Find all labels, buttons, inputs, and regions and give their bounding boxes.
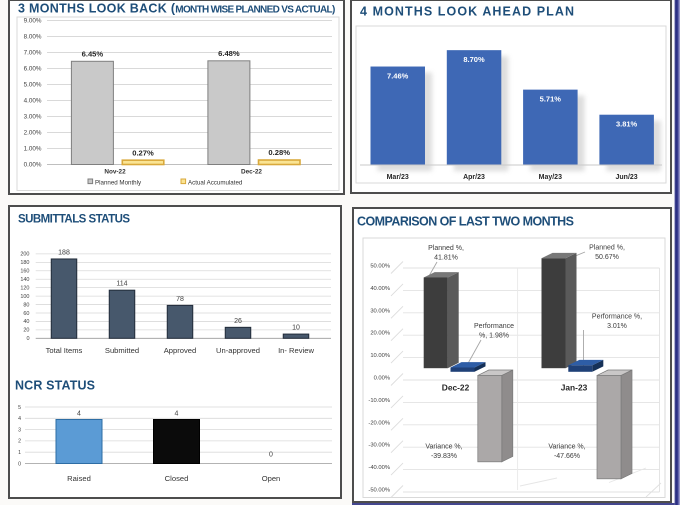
svg-text:NCR STATUS: NCR STATUS [15,379,95,393]
svg-text:188: 188 [58,249,70,256]
svg-text:Un-approved: Un-approved [216,346,260,355]
svg-text:Open: Open [262,474,281,483]
svg-text:Apr/23: Apr/23 [463,174,485,181]
svg-text:Jan-23: Jan-23 [561,383,588,393]
svg-text:160: 160 [20,269,29,275]
svg-text:3 MONTHS LOOK BACK (MONTH WISE: 3 MONTHS LOOK BACK (MONTH WISE PLANNED V… [18,2,335,16]
svg-text:Total Items: Total Items [46,346,83,355]
svg-text:50.00%: 50.00% [370,264,390,270]
svg-text:2: 2 [18,439,21,445]
svg-text:0: 0 [26,336,29,342]
svg-text:180: 180 [20,260,29,266]
svg-text:0.00%: 0.00% [24,162,42,169]
svg-text:Dec-22: Dec-22 [442,383,470,393]
svg-text:Closed: Closed [165,474,189,483]
svg-text:0: 0 [269,452,273,459]
svg-text:0.27%: 0.27% [132,148,154,157]
svg-text:3.00%: 3.00% [24,114,42,121]
svg-text:Performance: Performance [474,323,514,330]
svg-text:120: 120 [20,285,29,291]
svg-text:78: 78 [176,296,184,303]
svg-text:Mar/23: Mar/23 [387,174,409,181]
svg-text:60: 60 [23,311,29,317]
svg-text:-50.00%: -50.00% [368,488,390,494]
svg-text:7.00%: 7.00% [24,50,42,57]
svg-text:0.28%: 0.28% [268,148,290,157]
svg-text:8.70%: 8.70% [463,55,485,64]
svg-text:6.48%: 6.48% [218,49,240,58]
svg-text:-10.00%: -10.00% [368,398,390,404]
svg-text:0: 0 [18,461,21,467]
svg-text:Planned %,: Planned %, [589,245,625,252]
svg-text:-20.00%: -20.00% [368,420,390,426]
svg-text:140: 140 [20,277,29,283]
svg-text:Submitted: Submitted [105,346,139,355]
svg-text:40.00%: 40.00% [370,286,390,292]
svg-text:8.00%: 8.00% [24,34,42,41]
svg-text:7.46%: 7.46% [387,71,409,80]
svg-text:10: 10 [292,325,300,332]
svg-text:114: 114 [116,281,127,288]
svg-text:3.81%: 3.81% [616,120,638,129]
svg-text:5.00%: 5.00% [24,82,42,89]
svg-text:SUBMITTALS STATUS: SUBMITTALS STATUS [18,214,130,226]
svg-text:Performance %,: Performance %, [592,314,642,321]
svg-text:4.00%: 4.00% [24,98,42,105]
svg-text:-30.00%: -30.00% [368,443,390,449]
svg-text:%, 1.98%: %, 1.98% [479,333,509,340]
svg-text:Planned Monthly: Planned Monthly [95,179,142,186]
svg-text:Nov-22: Nov-22 [104,169,126,176]
svg-text:5: 5 [18,405,21,411]
svg-text:26: 26 [234,318,242,325]
svg-text:6.45%: 6.45% [82,50,104,59]
svg-text:2.00%: 2.00% [24,130,42,137]
svg-text:4: 4 [18,416,21,422]
svg-text:100: 100 [20,294,29,300]
svg-text:Raised: Raised [67,474,91,483]
svg-text:Jun/23: Jun/23 [616,174,638,181]
svg-text:0.00%: 0.00% [374,376,390,382]
svg-text:4: 4 [175,411,179,418]
svg-text:Variance %,: Variance %, [548,444,585,451]
svg-text:20: 20 [23,328,29,334]
svg-text:Approved: Approved [164,346,197,355]
svg-text:COMPARISON OF LAST TWO MONTHS: COMPARISON OF LAST TWO MONTHS [357,215,574,229]
svg-text:Planned %,: Planned %, [428,245,464,252]
svg-text:-39.83%: -39.83% [431,453,457,460]
svg-text:6.00%: 6.00% [24,66,42,73]
svg-text:4: 4 [77,411,81,418]
svg-text:20.00%: 20.00% [370,331,390,337]
svg-text:10.00%: 10.00% [370,353,390,359]
svg-text:Dec-22: Dec-22 [241,169,262,176]
svg-text:41.81%: 41.81% [434,255,458,262]
svg-text:3.01%: 3.01% [607,323,627,330]
svg-text:5.71%: 5.71% [540,94,562,103]
svg-text:3: 3 [18,427,21,433]
svg-text:200: 200 [20,252,29,258]
svg-text:In- Review: In- Review [278,346,314,355]
svg-text:Variance %,: Variance %, [425,444,462,451]
svg-text:80: 80 [23,302,29,308]
svg-text:4 MONTHS LOOK AHEAD PLAN: 4 MONTHS LOOK AHEAD PLAN [360,5,574,19]
svg-text:9.00%: 9.00% [24,18,42,25]
svg-text:Actual Accumulated: Actual Accumulated [188,179,243,186]
svg-text:40: 40 [23,319,29,325]
svg-text:-40.00%: -40.00% [368,465,390,471]
svg-text:-47.66%: -47.66% [554,453,580,460]
svg-text:May/23: May/23 [539,174,562,181]
svg-text:1.00%: 1.00% [24,146,42,153]
svg-text:50.67%: 50.67% [595,254,619,261]
svg-text:1: 1 [18,450,21,456]
svg-text:30.00%: 30.00% [370,308,390,314]
